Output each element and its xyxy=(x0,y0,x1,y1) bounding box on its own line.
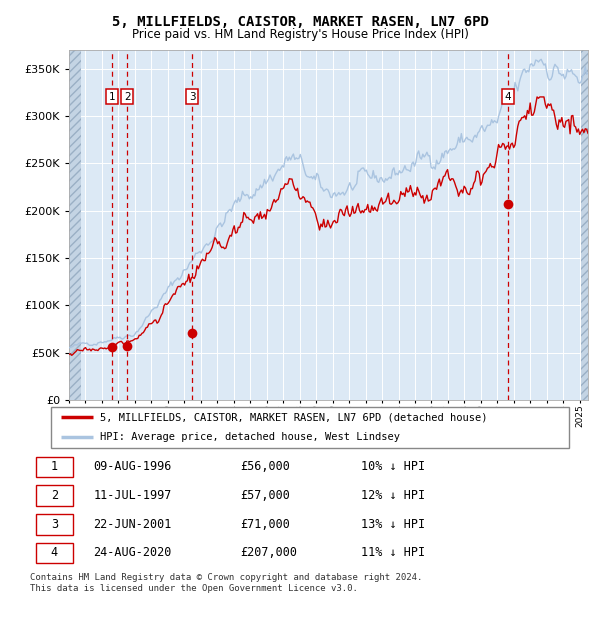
Text: 3: 3 xyxy=(51,518,58,531)
FancyBboxPatch shape xyxy=(35,456,73,477)
Text: 11-JUL-1997: 11-JUL-1997 xyxy=(94,489,172,502)
Text: 10% ↓ HPI: 10% ↓ HPI xyxy=(361,461,425,474)
Text: 5, MILLFIELDS, CAISTOR, MARKET RASEN, LN7 6PD (detached house): 5, MILLFIELDS, CAISTOR, MARKET RASEN, LN… xyxy=(101,412,488,422)
FancyBboxPatch shape xyxy=(35,514,73,534)
Text: Price paid vs. HM Land Registry's House Price Index (HPI): Price paid vs. HM Land Registry's House … xyxy=(131,28,469,41)
Text: 09-AUG-1996: 09-AUG-1996 xyxy=(94,461,172,474)
Bar xyxy=(69,50,82,400)
Bar xyxy=(581,50,589,400)
Text: £57,000: £57,000 xyxy=(240,489,290,502)
Text: 13% ↓ HPI: 13% ↓ HPI xyxy=(361,518,425,531)
FancyBboxPatch shape xyxy=(35,485,73,506)
Text: £207,000: £207,000 xyxy=(240,546,297,559)
Text: 24-AUG-2020: 24-AUG-2020 xyxy=(94,546,172,559)
Text: 22-JUN-2001: 22-JUN-2001 xyxy=(94,518,172,531)
Text: 1: 1 xyxy=(109,92,115,102)
Text: 1: 1 xyxy=(51,461,58,474)
Text: 3: 3 xyxy=(189,92,196,102)
Text: £56,000: £56,000 xyxy=(240,461,290,474)
Text: 5, MILLFIELDS, CAISTOR, MARKET RASEN, LN7 6PD: 5, MILLFIELDS, CAISTOR, MARKET RASEN, LN… xyxy=(112,16,488,30)
Text: £71,000: £71,000 xyxy=(240,518,290,531)
FancyBboxPatch shape xyxy=(50,407,569,448)
Text: 2: 2 xyxy=(124,92,130,102)
Text: 12% ↓ HPI: 12% ↓ HPI xyxy=(361,489,425,502)
Text: 11% ↓ HPI: 11% ↓ HPI xyxy=(361,546,425,559)
FancyBboxPatch shape xyxy=(35,542,73,564)
Text: 4: 4 xyxy=(51,546,58,559)
Text: 4: 4 xyxy=(505,92,511,102)
Text: 2: 2 xyxy=(51,489,58,502)
Text: HPI: Average price, detached house, West Lindsey: HPI: Average price, detached house, West… xyxy=(101,432,401,442)
Text: Contains HM Land Registry data © Crown copyright and database right 2024.
This d: Contains HM Land Registry data © Crown c… xyxy=(30,574,422,593)
